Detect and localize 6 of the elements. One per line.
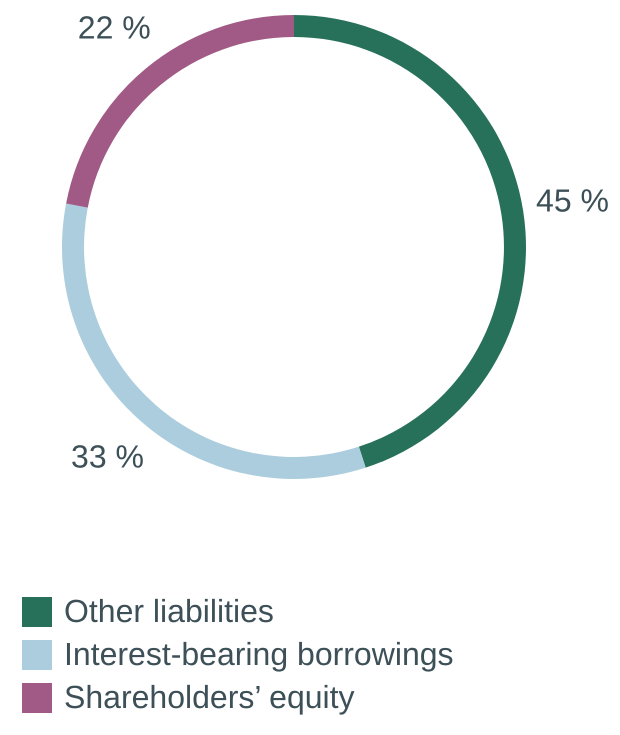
data-label: 45 % <box>536 182 609 219</box>
legend-label: Interest-bearing borrowings <box>64 635 454 674</box>
legend-label: Shareholders’ equity <box>64 678 355 717</box>
data-label: 22 % <box>78 10 151 46</box>
data-label: 33 % <box>71 438 144 474</box>
legend-label: Other liabilities <box>64 592 274 631</box>
